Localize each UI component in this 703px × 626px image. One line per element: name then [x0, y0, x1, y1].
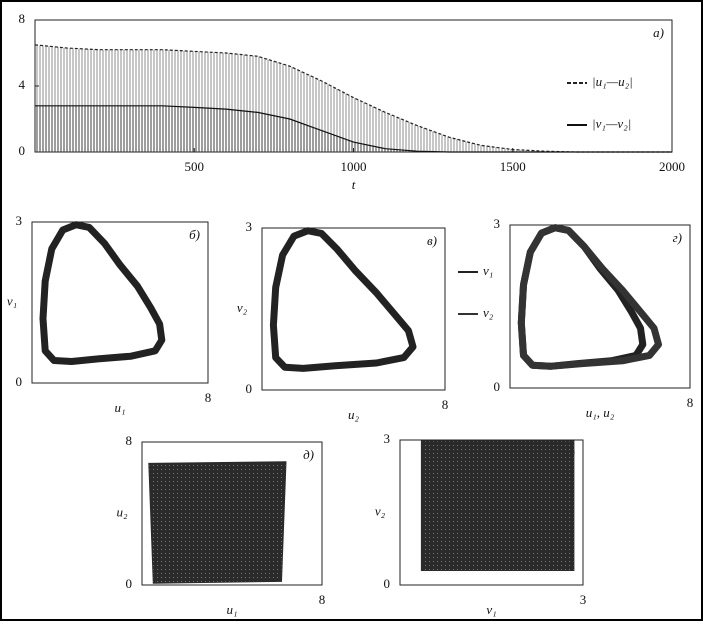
filled-region: [148, 461, 287, 584]
x-axis-label: u₁: [114, 400, 125, 415]
y-tick-label: 3: [384, 431, 391, 446]
y-tick-label: 0: [19, 143, 26, 158]
y-tick-label: 4: [19, 77, 26, 92]
legend-label: v₂: [483, 305, 494, 320]
y-axis-label: v₁: [7, 293, 17, 308]
y-tick-label: 0: [246, 381, 253, 396]
panel-label: г): [673, 230, 682, 245]
x-tick-label: 8: [687, 395, 694, 410]
x-axis-label: t: [352, 177, 356, 192]
series-line: [34, 44, 672, 153]
plot-frame: [31, 221, 209, 384]
x-tick-label: 1500: [500, 159, 526, 174]
y-tick-label: 0: [126, 576, 133, 591]
plot-frame: [399, 439, 584, 586]
legend-label: |v₁—v₂|: [592, 116, 631, 131]
x-tick-label: 8: [319, 592, 326, 607]
y-tick-label: 8: [126, 433, 133, 448]
y-tick-label: 3: [494, 216, 501, 231]
filled-region: [420, 440, 575, 571]
x-tick-label: 1000: [341, 159, 367, 174]
series-line: [35, 105, 672, 153]
plot-frame: [509, 224, 691, 389]
trajectory: [269, 227, 417, 372]
panel-label: в): [427, 233, 437, 248]
x-tick-label: 8: [442, 397, 449, 412]
legend-label: |u₁—u₂|: [592, 74, 633, 89]
trajectory: [39, 221, 166, 365]
x-tick-label: 500: [185, 159, 205, 174]
x-tick-label: 2000: [659, 159, 685, 174]
y-tick-label: 3: [16, 213, 23, 228]
y-axis-label: v₂: [237, 300, 248, 315]
panel-label: д): [303, 447, 314, 462]
x-axis-label: u₁: [226, 602, 237, 617]
x-tick-label: 8: [205, 390, 212, 405]
panel-label: а): [653, 25, 664, 40]
y-axis-label: u₂: [116, 504, 128, 519]
legend-label: v₁: [483, 263, 493, 278]
y-tick-label: 0: [494, 379, 501, 394]
x-tick-label: 3: [580, 592, 587, 607]
plot-frame: [261, 227, 446, 391]
y-axis-label: v₂: [375, 503, 386, 518]
plot-frame: [141, 441, 323, 586]
panel-label: б): [189, 227, 200, 242]
y-tick-label: 3: [246, 219, 253, 234]
x-axis-label: u₁, u₂: [586, 405, 615, 420]
x-axis-label: v₁: [486, 602, 496, 617]
series-area: [35, 105, 672, 152]
y-tick-label: 0: [16, 374, 23, 389]
trajectory: [517, 224, 662, 370]
x-axis-label: u₂: [348, 407, 360, 422]
y-tick-label: 0: [384, 576, 391, 591]
y-tick-label: 8: [19, 11, 26, 26]
